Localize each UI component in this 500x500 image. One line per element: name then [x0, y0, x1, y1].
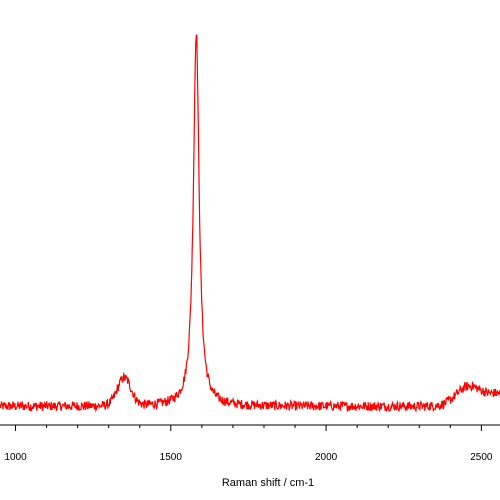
x-axis-ticks: 1000 1500 2000 2500 — [4, 425, 493, 463]
spectrum-series-line — [0, 33, 500, 413]
x-axis-title: Raman shift / cm-1 — [222, 477, 314, 489]
x-tick-label: 2000 — [315, 452, 338, 463]
x-tick-label: 2500 — [470, 452, 493, 463]
x-tick-label: 1000 — [4, 452, 27, 463]
x-tick-label: 1500 — [160, 452, 183, 463]
plot-area — [0, 33, 500, 413]
